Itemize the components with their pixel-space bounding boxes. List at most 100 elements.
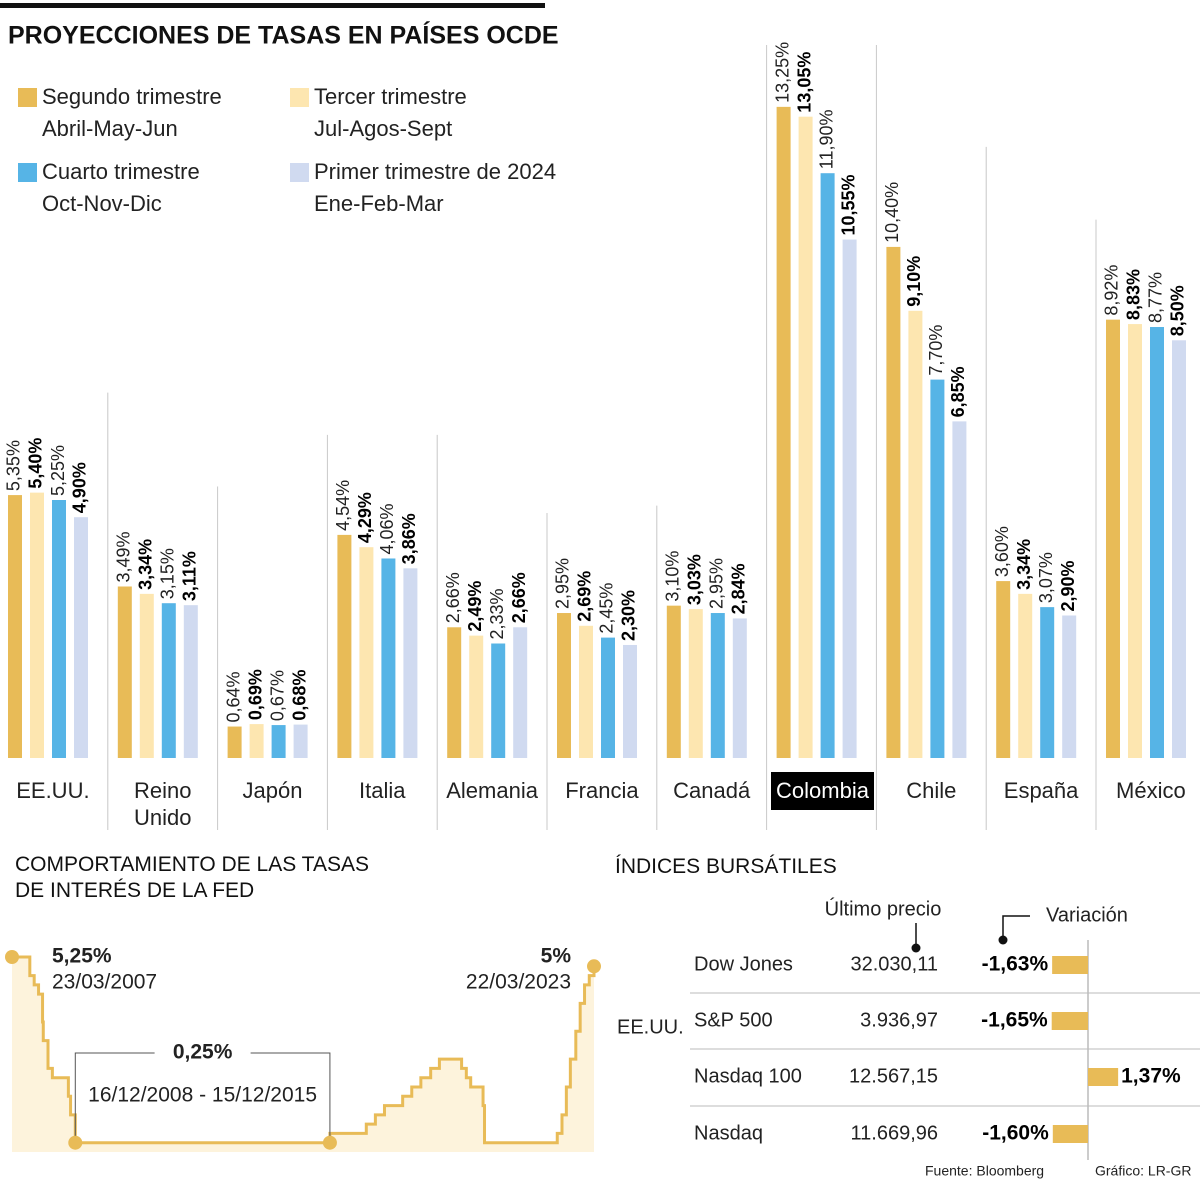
value-label: -1,60% (982, 1122, 1049, 1145)
value-label: 7,70% (926, 325, 946, 376)
column-header: Último precio (825, 897, 942, 920)
value-label: 4,54% (333, 480, 353, 531)
bar (886, 246, 901, 758)
bar (1051, 1012, 1088, 1030)
value-label: 2,66% (509, 572, 529, 623)
value-label: 10,55% (838, 174, 858, 235)
value-label: 10,40% (882, 182, 902, 243)
value-label: 0,69% (245, 669, 265, 720)
group-label: EE.UU. (617, 1016, 684, 1038)
bar (139, 593, 154, 758)
bar (1106, 319, 1120, 758)
value-label: 0,67% (267, 670, 287, 721)
bar (996, 581, 1011, 758)
bar (710, 613, 725, 758)
bar (1018, 593, 1033, 758)
bar (820, 173, 835, 758)
index-price: 32.030,11 (851, 953, 939, 975)
value-label: 4,06% (377, 503, 397, 554)
value-label: 4,90% (70, 462, 90, 513)
value-label: 2,95% (707, 558, 727, 609)
value-label: 13,25% (772, 42, 792, 103)
value-label: 11,90% (816, 109, 836, 169)
bar (776, 106, 791, 759)
bar (557, 613, 571, 758)
bar (293, 724, 308, 758)
value-label: 1,37% (1121, 1065, 1181, 1088)
category-label: EE.UU. (16, 778, 90, 803)
annotation-value: 5% (541, 945, 572, 968)
value-label: 3,03% (685, 554, 705, 605)
pointer-dot (911, 943, 921, 953)
bar (842, 239, 857, 759)
value-label: 2,95% (553, 558, 573, 609)
value-label: 8,50% (1168, 285, 1188, 336)
value-label: 3,10% (663, 551, 683, 602)
legend-period: Ene-Feb-Mar (314, 191, 444, 216)
legend-period: Oct-Nov-Dic (42, 191, 162, 216)
area (12, 957, 594, 1152)
value-label: 2,30% (619, 590, 639, 641)
bar (381, 558, 396, 758)
value-label: 4,29% (355, 492, 375, 543)
value-label: 3,11% (180, 551, 200, 601)
category-label: Francia (565, 778, 639, 803)
annotation-value: 0,25% (173, 1041, 233, 1064)
legend-swatch (18, 88, 37, 107)
value-label: 0,68% (289, 670, 309, 721)
category-label: Italia (359, 778, 406, 803)
value-label: 5,35% (4, 440, 24, 491)
bar (337, 534, 352, 758)
bar (359, 547, 374, 758)
annotation-value: 5,25% (52, 945, 112, 968)
category-label: México (1116, 778, 1186, 803)
title-rule (0, 3, 545, 8)
legend-label: Primer trimestre de 2024 (314, 159, 556, 184)
bar (513, 627, 528, 758)
credit: Gráfico: LR-GR (1095, 1163, 1191, 1179)
legend-swatch (18, 163, 37, 182)
index-name: Dow Jones (694, 953, 793, 975)
pointer-dot (998, 935, 1008, 945)
chart-title: PROYECCIONES DE TASAS EN PAÍSES OCDE (8, 21, 559, 50)
bar (1150, 327, 1164, 758)
value-label: 3,49% (114, 531, 134, 582)
value-label: 13,05% (794, 52, 814, 113)
bar (491, 643, 506, 758)
pointer (1002, 915, 1030, 938)
bar (183, 605, 198, 758)
legend-label: Segundo trimestre (42, 84, 222, 109)
column-header: Variación (1046, 904, 1128, 926)
bar (8, 495, 22, 758)
bar (601, 637, 615, 758)
value-label: 2,69% (575, 571, 595, 622)
bar (1052, 956, 1088, 974)
bar (1128, 324, 1142, 758)
bar (117, 586, 132, 758)
bar (688, 609, 703, 758)
bar (447, 627, 462, 758)
bar (1040, 607, 1055, 758)
annotation-dot (5, 950, 19, 964)
index-name: Nasdaq 100 (694, 1065, 802, 1087)
value-label: -1,63% (982, 953, 1049, 976)
section-title: ÍNDICES BURSÁTILES (615, 855, 837, 878)
category-label: Reino Unido (133, 778, 192, 830)
annotation-date: 16/12/2008 - 15/12/2015 (88, 1084, 317, 1107)
bar (666, 605, 681, 758)
bar (1052, 1125, 1088, 1143)
value-label: 3,86% (399, 513, 419, 564)
value-label: 8,83% (1124, 269, 1144, 320)
category-label: España (1003, 778, 1079, 803)
bar (1062, 615, 1077, 758)
bar (952, 421, 967, 758)
bar (1088, 1068, 1119, 1086)
bar (74, 517, 88, 758)
legend-label: Tercer trimestre (314, 84, 467, 109)
category-label: Chile (906, 778, 957, 803)
annotation-date: 23/03/2007 (52, 971, 157, 994)
index-price: 11.669,96 (851, 1122, 939, 1144)
legend-label: Cuarto trimestre (42, 159, 200, 184)
